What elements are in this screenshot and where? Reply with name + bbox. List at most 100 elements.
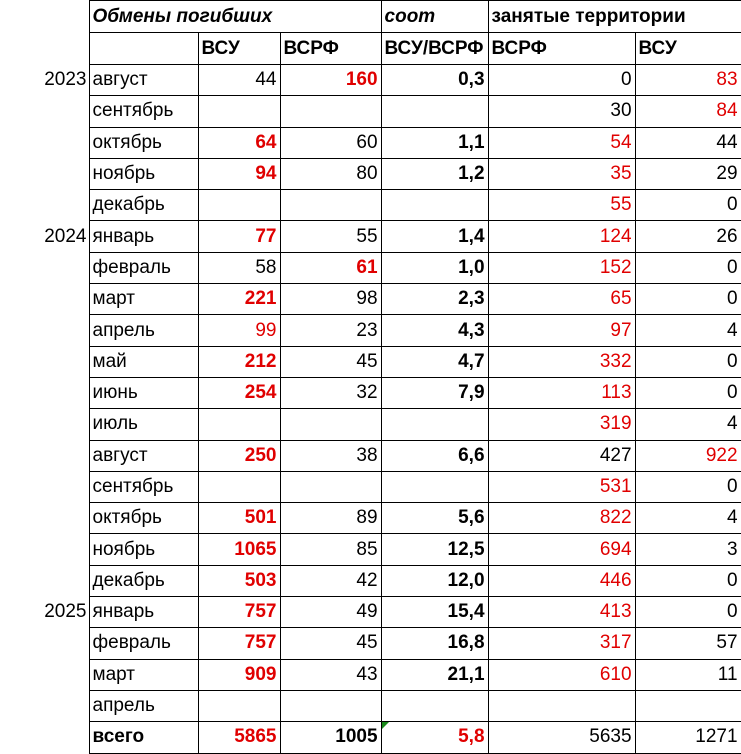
territory-vsrf-cell[interactable]: 54 bbox=[487, 126, 636, 159]
month-cell[interactable]: март bbox=[88, 658, 199, 691]
ratio-cell[interactable]: 4,3 bbox=[380, 314, 489, 347]
year-cell[interactable] bbox=[0, 627, 90, 660]
territory-vsrf-cell[interactable]: 113 bbox=[487, 376, 636, 410]
territory-vsrf-cell[interactable]: 65 bbox=[487, 283, 636, 316]
vsu-exchange-cell[interactable]: 501 bbox=[197, 502, 281, 535]
territory-vsrf-cell[interactable]: 413 bbox=[487, 596, 636, 629]
ratio-cell[interactable]: 12,5 bbox=[380, 533, 489, 566]
territory-title[interactable]: занятые территории bbox=[487, 0, 741, 33]
ratio-cell[interactable]: 1,0 bbox=[380, 251, 489, 285]
vsrf-exchange-cell[interactable]: 32 bbox=[279, 376, 382, 410]
year-cell[interactable] bbox=[0, 283, 90, 315]
territory-vsu-cell[interactable]: 3 bbox=[634, 533, 741, 566]
vsu-exchange-cell[interactable] bbox=[197, 689, 281, 723]
territory-vsrf-cell[interactable]: 531 bbox=[487, 470, 636, 504]
vsrf-exchange-cell[interactable] bbox=[279, 408, 382, 441]
ratio-cell[interactable]: 16,8 bbox=[380, 627, 489, 660]
vsrf-exchange-cell[interactable]: 55 bbox=[279, 220, 382, 253]
vsrf-exchange-cell[interactable]: 38 bbox=[279, 439, 382, 472]
vsu-exchange-cell[interactable]: 94 bbox=[197, 157, 281, 191]
year-cell[interactable]: 2025 bbox=[0, 596, 90, 628]
year-cell[interactable] bbox=[0, 346, 90, 378]
territory-vsrf-cell[interactable]: 317 bbox=[487, 627, 636, 660]
year-cell[interactable] bbox=[0, 533, 90, 566]
vsu-exchange-cell[interactable]: 757 bbox=[197, 627, 281, 660]
territory-vsu-cell[interactable]: 83 bbox=[634, 63, 741, 97]
month-cell[interactable]: март bbox=[88, 283, 199, 316]
territory-vsrf-cell[interactable]: 0 bbox=[487, 63, 636, 97]
month-cell[interactable]: август bbox=[88, 63, 199, 97]
territory-vsu-cell[interactable] bbox=[634, 689, 741, 723]
vsu-exchange-cell[interactable]: 503 bbox=[197, 564, 281, 598]
vsu-exchange-cell[interactable]: 99 bbox=[197, 314, 281, 347]
month-cell[interactable]: сентябрь bbox=[88, 95, 199, 128]
territory-vsrf-cell[interactable]: 35 bbox=[487, 157, 636, 191]
ratio-column-header[interactable]: ВСУ/ВСРФ bbox=[380, 32, 489, 65]
vsrf-exchange-cell[interactable]: 43 bbox=[279, 658, 382, 691]
vsu-exchange-cell[interactable]: 77 bbox=[197, 220, 281, 253]
vsrf-exchange-cell[interactable]: 23 bbox=[279, 314, 382, 347]
year-cell[interactable] bbox=[0, 158, 90, 190]
vsu-exchange-cell[interactable] bbox=[197, 470, 281, 504]
territory-vsrf-cell[interactable]: 822 bbox=[487, 502, 636, 535]
territory-vsu-column-header[interactable]: ВСУ bbox=[634, 32, 741, 65]
vsu-exchange-cell[interactable]: 254 bbox=[197, 376, 281, 410]
vsu-exchange-cell[interactable]: 44 bbox=[197, 63, 281, 97]
territory-vsrf-cell[interactable]: 610 bbox=[487, 658, 636, 691]
total-label[interactable]: всего bbox=[88, 721, 199, 754]
territory-vsu-cell[interactable]: 44 bbox=[634, 126, 741, 159]
year-cell[interactable] bbox=[0, 408, 90, 441]
month-cell[interactable]: октябрь bbox=[88, 502, 199, 535]
ratio-cell[interactable]: 12,0 bbox=[380, 564, 489, 598]
month-cell[interactable]: январь bbox=[88, 596, 199, 629]
year-cell[interactable] bbox=[0, 252, 90, 284]
month-cell[interactable]: октябрь bbox=[88, 126, 199, 159]
vsu-exchange-cell[interactable]: 250 bbox=[197, 439, 281, 472]
vsrf-exchange-cell[interactable]: 49 bbox=[279, 596, 382, 629]
month-cell[interactable]: январь bbox=[88, 220, 199, 253]
year-cell[interactable] bbox=[0, 127, 90, 159]
vsrf-exchange-cell[interactable] bbox=[279, 95, 382, 128]
ratio-cell[interactable]: 1,4 bbox=[380, 220, 489, 253]
vsu-exchange-cell[interactable]: 212 bbox=[197, 345, 281, 378]
ratio-cell[interactable]: 2,3 bbox=[380, 283, 489, 316]
year-cell[interactable] bbox=[0, 377, 90, 409]
vsrf-exchange-cell[interactable]: 85 bbox=[279, 533, 382, 566]
ratio-cell[interactable] bbox=[380, 408, 489, 441]
year-cell[interactable] bbox=[0, 189, 90, 221]
vsu-exchange-cell[interactable]: 1065 bbox=[197, 533, 281, 566]
territory-vsrf-cell[interactable]: 319 bbox=[487, 408, 636, 441]
month-cell[interactable]: февраль bbox=[88, 627, 199, 660]
territory-vsu-cell[interactable]: 0 bbox=[634, 345, 741, 378]
vsu-exchange-cell[interactable]: 58 bbox=[197, 251, 281, 285]
territory-vsrf-cell[interactable]: 55 bbox=[487, 189, 636, 222]
vsu-exchange-cell[interactable] bbox=[197, 189, 281, 222]
ratio-cell[interactable]: 15,4 bbox=[380, 596, 489, 629]
year-cell[interactable] bbox=[0, 659, 90, 691]
territory-vsu-cell[interactable]: 922 bbox=[634, 439, 741, 472]
year-cell[interactable] bbox=[0, 502, 90, 534]
territory-vsrf-cell[interactable]: 694 bbox=[487, 533, 636, 566]
month-cell[interactable]: декабрь bbox=[88, 189, 199, 222]
territory-vsu-cell[interactable]: 4 bbox=[634, 408, 741, 441]
vsrf-exchange-cell[interactable] bbox=[279, 189, 382, 222]
vsrf-exchange-cell[interactable] bbox=[279, 470, 382, 504]
ratio-title[interactable]: соот bbox=[380, 0, 489, 33]
vsrf-exchange-cell[interactable]: 80 bbox=[279, 157, 382, 191]
month-cell[interactable]: июль bbox=[88, 408, 199, 441]
total-territory-vsu-cell[interactable]: 1271 bbox=[634, 721, 741, 754]
total-ratio-cell[interactable]: 5,8 bbox=[380, 721, 489, 754]
territory-vsu-cell[interactable]: 0 bbox=[634, 564, 741, 598]
territory-vsu-cell[interactable]: 0 bbox=[634, 376, 741, 410]
year-cell[interactable] bbox=[0, 95, 90, 128]
ratio-cell[interactable]: 5,6 bbox=[380, 502, 489, 535]
territory-vsu-cell[interactable]: 4 bbox=[634, 314, 741, 347]
month-cell[interactable]: февраль bbox=[88, 251, 199, 285]
month-cell[interactable]: сентябрь bbox=[88, 470, 199, 504]
vsu-exchange-cell[interactable]: 64 bbox=[197, 126, 281, 159]
year-cell[interactable]: 2024 bbox=[0, 220, 90, 253]
year-cell-header[interactable] bbox=[0, 0, 90, 33]
territory-vsrf-column-header[interactable]: ВСРФ bbox=[487, 32, 636, 65]
territory-vsu-cell[interactable]: 4 bbox=[634, 502, 741, 535]
total-territory-vsrf-cell[interactable]: 5635 bbox=[487, 721, 636, 754]
